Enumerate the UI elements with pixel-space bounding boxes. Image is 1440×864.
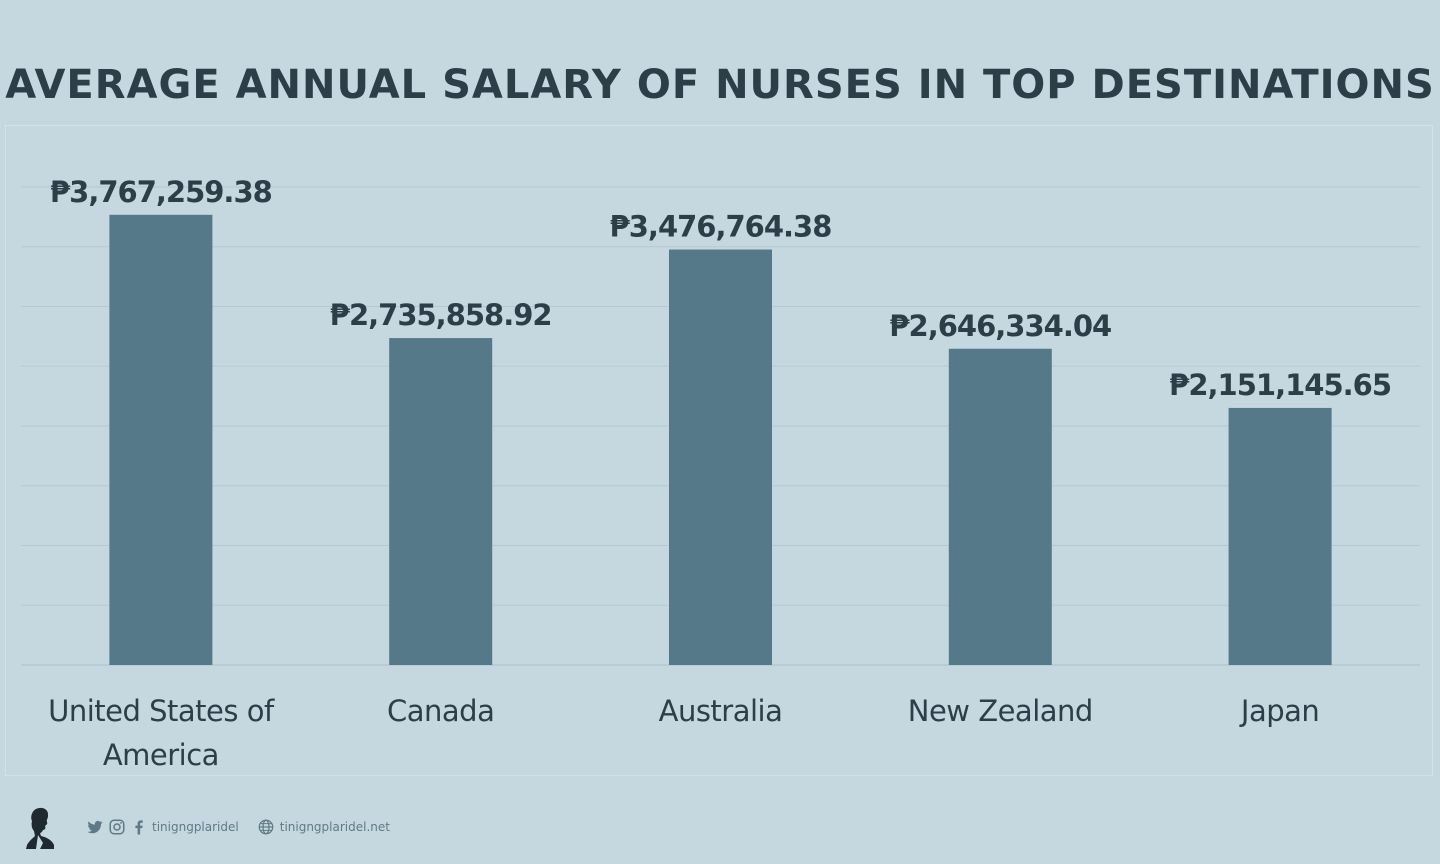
bar bbox=[1228, 407, 1332, 665]
x-tick-label-line: Australia bbox=[659, 694, 783, 728]
bar bbox=[669, 249, 772, 665]
x-tick-label: New Zealand bbox=[908, 694, 1093, 728]
instagram-icon[interactable] bbox=[108, 818, 126, 836]
x-tick-label-line: Canada bbox=[387, 694, 494, 728]
bar bbox=[109, 214, 213, 665]
x-tick-label-line: New Zealand bbox=[908, 694, 1093, 728]
logo-icon bbox=[26, 807, 54, 849]
data-label: ₱3,476,764.38 bbox=[610, 210, 832, 244]
x-tick-label: United States of America bbox=[48, 694, 275, 772]
x-tick-label: Australia bbox=[659, 694, 783, 728]
data-label: ₱2,735,858.92 bbox=[330, 298, 552, 332]
footer: tinigngplaridel tinigngplaridel.net bbox=[24, 805, 390, 849]
data-label: ₱2,646,334.04 bbox=[889, 309, 1111, 343]
twitter-icon[interactable] bbox=[86, 818, 104, 836]
x-tick-label-line: Japan bbox=[1239, 694, 1319, 728]
globe-icon bbox=[258, 819, 274, 835]
social-links: tinigngplaridel bbox=[86, 818, 239, 836]
website-link: tinigngplaridel.net bbox=[257, 818, 390, 836]
plot-area: ₱3,767,259.38 United States of America ₱2,7… bbox=[5, 125, 1433, 776]
facebook-icon[interactable] bbox=[130, 818, 148, 836]
data-label: ₱2,151,145.65 bbox=[1169, 368, 1391, 402]
chart-title: AVERAGE ANNUAL SALARY OF NURSES IN TOP D… bbox=[5, 62, 1435, 108]
x-tick-label: Japan bbox=[1239, 694, 1319, 728]
x-tick-label-line: America bbox=[103, 738, 219, 772]
x-tick-label: Canada bbox=[387, 694, 494, 728]
bar-chart: ₱3,767,259.38 United States of America ₱2,7… bbox=[21, 175, 1420, 772]
website-url[interactable]: tinigngplaridel.net bbox=[279, 820, 390, 834]
social-handle[interactable]: tinigngplaridel bbox=[152, 820, 239, 834]
x-tick-label-line: United States of bbox=[48, 694, 275, 728]
data-label: ₱3,767,259.38 bbox=[50, 175, 272, 209]
bar bbox=[948, 348, 1052, 665]
bar bbox=[389, 338, 493, 665]
